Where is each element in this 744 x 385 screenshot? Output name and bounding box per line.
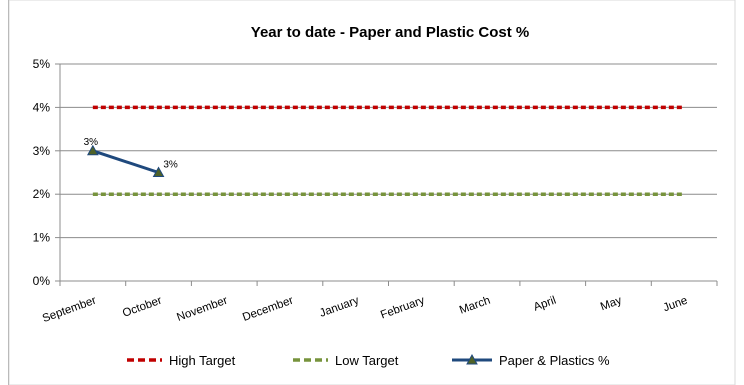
data-label: 3% [84, 137, 99, 148]
data-point-marker [87, 144, 99, 156]
y-tick-label: 5% [33, 57, 51, 71]
y-tick-label: 2% [33, 187, 51, 201]
series-line-2 [92, 149, 160, 174]
y-tick-label: 1% [33, 231, 51, 245]
chart-title: Year to date - Paper and Plastic Cost % [251, 24, 529, 41]
data-label: 3% [163, 160, 178, 171]
y-tick-label: 4% [33, 100, 51, 114]
series-layer: 3% 3% [84, 105, 685, 196]
y-tick-label: 3% [33, 144, 51, 158]
legend-marker [466, 353, 478, 365]
legend: High Target Low Target Paper & Plastics % [127, 353, 610, 368]
y-tick-label: 0% [33, 274, 51, 288]
legend-label: Low Target [335, 353, 399, 368]
y-axis: 0% 1% 2% 3% 4% 5% [33, 57, 61, 288]
legend-label: Paper & Plastics % [499, 353, 610, 368]
legend-label: High Target [169, 353, 236, 368]
data-point-marker [152, 166, 165, 177]
